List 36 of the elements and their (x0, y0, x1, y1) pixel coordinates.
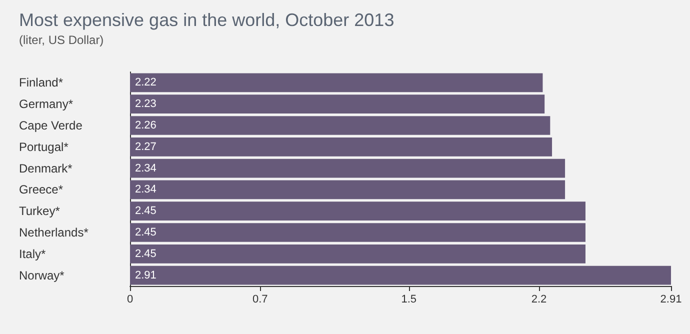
y-tick-label: Denmark* (19, 161, 73, 176)
data-label: 2.27 (135, 140, 156, 153)
y-tick-label: Germany* (19, 97, 74, 112)
x-tick-label: 1.5 (401, 294, 417, 306)
y-tick-label: Portugal* (19, 140, 69, 154)
y-tick-label: Greece* (19, 182, 64, 197)
bar (130, 223, 586, 242)
bar (130, 202, 586, 221)
chart-title: Most expensive gas in the world, October 2013 (19, 10, 394, 30)
bar (130, 244, 586, 264)
bar (130, 94, 545, 114)
y-tick-label: Finland* (19, 76, 64, 90)
data-label: 2.45 (135, 226, 156, 238)
x-tick-label: 0.7 (252, 294, 268, 306)
bar (130, 116, 550, 135)
data-label: 2.26 (135, 120, 156, 132)
data-label: 2.34 (135, 184, 156, 196)
data-label: 2.45 (135, 205, 156, 218)
y-tick-label: Turkey* (19, 204, 60, 218)
bar (130, 73, 543, 92)
chart-subtitle: (liter, US Dollar) (19, 33, 104, 47)
bar (130, 180, 566, 200)
x-tick-label: 0 (126, 294, 134, 306)
y-tick-label: Netherlands* (19, 226, 89, 240)
data-label: 2.45 (135, 248, 156, 260)
data-label: 2.91 (135, 269, 156, 282)
data-label: 2.22 (135, 76, 156, 89)
y-tick-label: Norway* (19, 268, 65, 282)
bar (130, 158, 566, 178)
x-tick-label: 2.2 (531, 294, 547, 306)
x-tick-label: 2.91 (660, 294, 682, 306)
bar (130, 137, 552, 156)
y-tick-label: Italy* (19, 246, 46, 261)
data-label: 2.23 (135, 98, 156, 110)
data-label: 2.34 (135, 162, 156, 174)
y-tick-label: Cape Verde (19, 118, 83, 132)
